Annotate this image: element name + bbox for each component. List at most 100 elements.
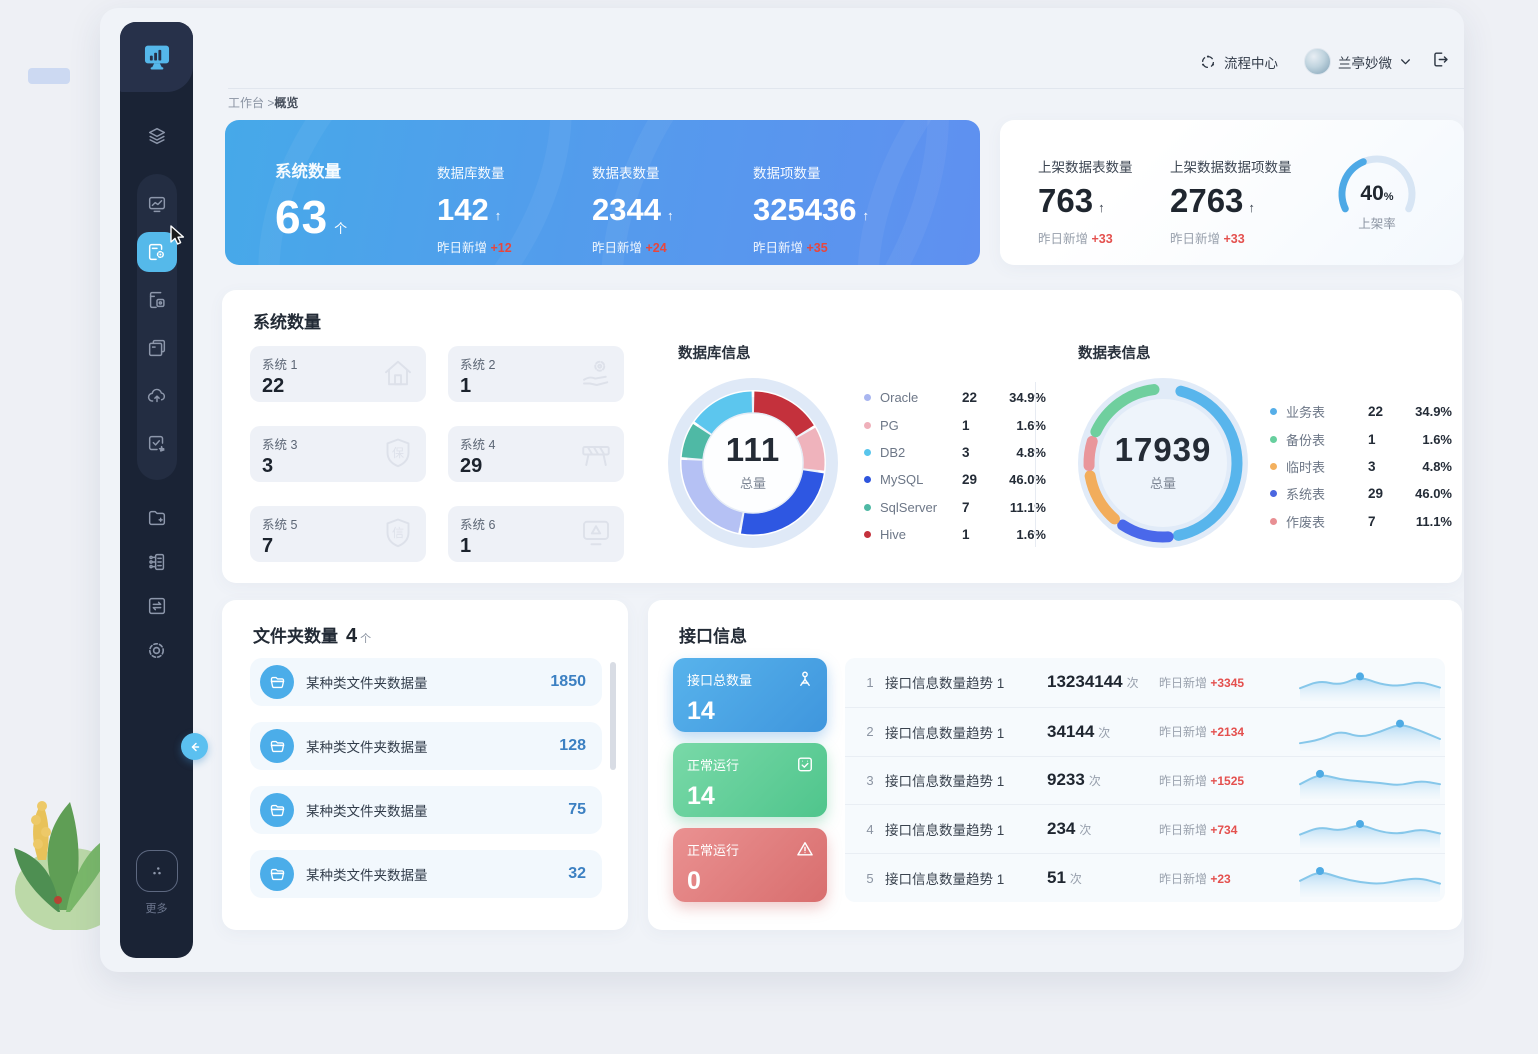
sidebar-group	[136, 174, 177, 480]
more-button[interactable]	[135, 850, 178, 892]
stat-delta: 昨日新增 +33	[1170, 232, 1245, 246]
tile-label: 系统 2	[460, 358, 496, 372]
scrollbar-thumb[interactable]	[610, 662, 616, 770]
app-logo[interactable]	[120, 22, 193, 92]
table-donut-chart: 17939 总量	[1073, 373, 1253, 553]
interface-total-card[interactable]: 接口总数量 14	[673, 658, 827, 732]
legend-dot	[864, 448, 871, 456]
legend-item: 作废表 7 11.1%	[1270, 508, 1452, 535]
folder-list-item[interactable]: 某种类文件夹数据量 128	[250, 722, 602, 770]
legend-value: 7	[962, 499, 970, 515]
logout-button[interactable]	[1431, 50, 1450, 69]
folder-label: 某种类文件夹数据量	[306, 740, 428, 755]
folder-icon	[260, 729, 294, 763]
interface-trend-row[interactable]: 1 接口信息数量趋势 1 13234144 次 昨日新增 +3345	[845, 658, 1445, 707]
dashboard-chart-icon	[148, 196, 165, 213]
tile-value: 3	[262, 455, 274, 477]
legend-name: Oracle	[880, 390, 919, 406]
folder-label: 某种类文件夹数据量	[306, 804, 428, 819]
collapse-arrow-icon	[191, 742, 199, 751]
legend-percent: 11.1%	[1009, 499, 1046, 515]
plant-decoration	[14, 801, 125, 930]
user-menu[interactable]: 兰亭妙微	[1304, 48, 1412, 75]
sidebar-item-archive[interactable]	[137, 280, 177, 320]
sidebar-item-transfer[interactable]	[137, 586, 177, 626]
interface-error-card[interactable]: 正常运行 0	[673, 828, 827, 902]
interface-trend-row[interactable]: 4 接口信息数量趋势 1 234 次 昨日新增 +734	[845, 804, 1445, 853]
shelf-stats-card: 上架数据表数量 763 ↑ 昨日新增 +33 上架数据数据项数量 2763 ↑ 昨日…	[1000, 120, 1464, 265]
legend-percent: 46.0%	[1009, 472, 1046, 488]
tile-value: 1	[460, 375, 472, 397]
sidebar-item-folder-add[interactable]	[137, 498, 177, 538]
legend-name: 系统表	[1286, 487, 1326, 503]
sidebar: 更多	[120, 22, 193, 958]
settings-gear-icon	[148, 642, 165, 658]
workflow-icon	[1201, 55, 1215, 68]
row-label: 接口信息数量趋势 1	[885, 872, 1005, 888]
legend-item: 业务表 22 34.9%	[1270, 398, 1452, 425]
row-label: 接口信息数量趋势 1	[885, 774, 1005, 790]
topbar-divider	[228, 88, 1464, 89]
interface-running-card[interactable]: 正常运行 14	[673, 743, 827, 817]
system-tiles: 系统 1 22 系统 2 1 系统 3 3 保系统 4 29 系统 5 7 信系…	[250, 346, 624, 562]
row-delta: 昨日新增 +3345	[1159, 675, 1245, 690]
sidebar-item-layers[interactable]	[137, 116, 177, 156]
sidebar-collapse-button[interactable]	[181, 733, 208, 760]
system-tile[interactable]: 系统 4 29	[448, 426, 624, 482]
folder-add-icon	[148, 510, 165, 526]
system-tile[interactable]: 系统 3 3 保	[250, 426, 426, 482]
legend-name: PG	[880, 417, 899, 433]
legend-value: 29	[962, 472, 978, 488]
interface-trend-row[interactable]: 3 接口信息数量趋势 1 9233 次 昨日新增 +1525	[845, 755, 1445, 805]
interface-trend-row[interactable]: 2 接口信息数量趋势 1 34144 次 昨日新增 +2134	[845, 706, 1445, 756]
system-tile[interactable]: 系统 5 7 信	[250, 506, 426, 562]
sidebar-item-settings[interactable]	[137, 630, 177, 670]
gauge-value: 40	[1360, 182, 1384, 205]
stat-databases: 数据库数量 142 ↑ 昨日新增 +12	[437, 120, 512, 265]
legend-percent: 1.6%	[1016, 527, 1046, 543]
sidebar-item-cloud[interactable]	[137, 376, 177, 416]
folder-icon	[260, 857, 294, 891]
charts-divider	[1035, 382, 1036, 547]
stat-systems: 系统数量 63 个	[275, 120, 348, 265]
legend-dot	[864, 503, 871, 511]
interface-trend-row[interactable]: 5 接口信息数量趋势 1 51 次 昨日新增 +23	[845, 853, 1445, 902]
legend-percent: 4.8%	[1016, 444, 1046, 460]
house-icon	[380, 355, 416, 396]
sidebar-item-data-service[interactable]	[136, 232, 177, 272]
trend-sparkline	[1299, 820, 1441, 849]
row-value: 234 次	[1047, 819, 1092, 839]
stat-items: 数据项数量 325436 ↑ 昨日新增 +35	[753, 120, 869, 265]
legend-name: DB2	[880, 444, 906, 460]
sidebar-item-catalog[interactable]	[137, 542, 177, 582]
task-edit-icon	[148, 435, 165, 452]
tile-label: 系统 1	[262, 358, 298, 372]
stat-value: 2344 ↑	[592, 192, 674, 227]
system-tile[interactable]: 系统 2 1	[448, 346, 624, 402]
sidebar-item-tasks[interactable]	[137, 424, 177, 464]
shield-bao-icon: 保	[380, 435, 416, 476]
arrow-up-icon: ↑	[494, 208, 502, 223]
warning-triangle-icon	[795, 839, 815, 859]
sidebar-item-windows[interactable]	[137, 328, 177, 368]
table-chart-title: 数据表信息	[1078, 346, 1151, 362]
folder-value: 1850	[550, 673, 586, 690]
system-tile[interactable]: 系统 1 22	[250, 346, 426, 402]
folder-list-item[interactable]: 某种类文件夹数据量 75	[250, 786, 602, 834]
breadcrumb-root[interactable]: 工作台	[228, 96, 265, 110]
interface-trend-table: 1 接口信息数量趋势 1 13234144 次 昨日新增 +3345 2 接口信息数…	[845, 658, 1445, 902]
tile-value: 7	[262, 535, 274, 557]
sidebar-item-dashboard[interactable]	[137, 184, 177, 224]
process-center-button[interactable]: 流程中心	[1199, 52, 1278, 72]
more-icon	[152, 867, 161, 875]
folder-list-item[interactable]: 某种类文件夹数据量 1850	[250, 658, 602, 706]
row-index: 2	[866, 724, 874, 740]
interface-summary-cards: 接口总数量 14 正常运行 14 正常运行	[673, 658, 827, 902]
system-tile[interactable]: 系统 6 1	[448, 506, 624, 562]
stat-label: 上架数据数据项数量	[1170, 160, 1292, 175]
shelf-stat-tables: 上架数据表数量 763 ↑ 昨日新增 +33	[1038, 156, 1133, 247]
folder-list-item[interactable]: 某种类文件夹数据量 32	[250, 850, 602, 898]
app-window: 更多 流程中心 兰亭妙微	[100, 8, 1464, 972]
stat-delta: 昨日新增 +12	[437, 241, 512, 255]
